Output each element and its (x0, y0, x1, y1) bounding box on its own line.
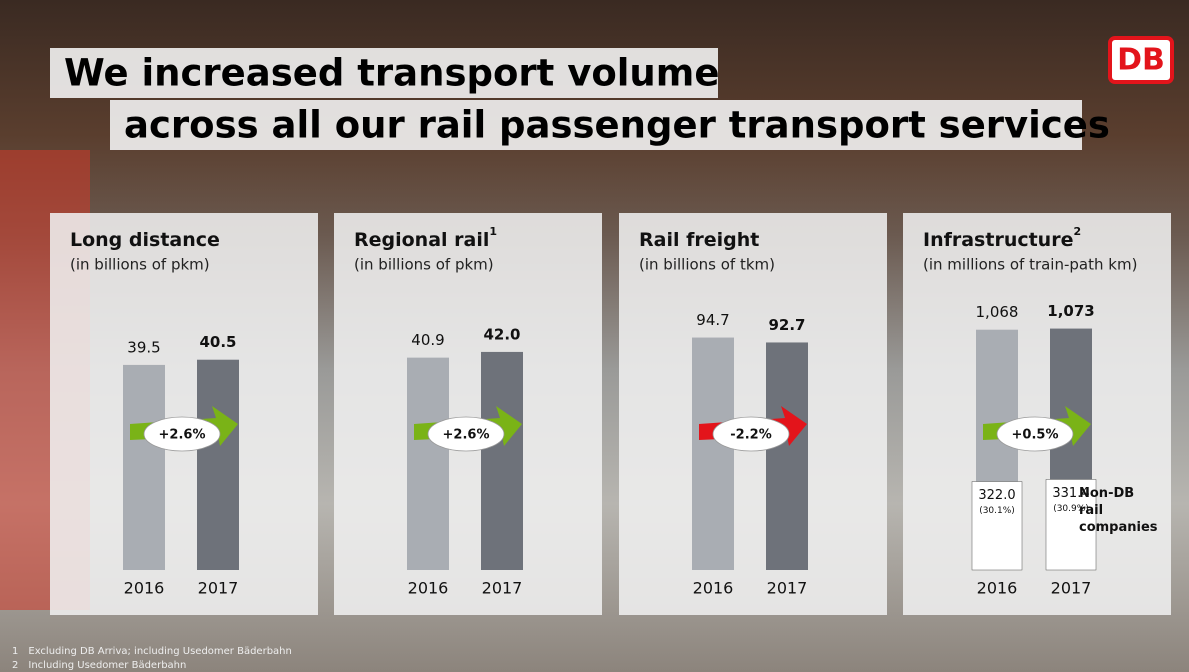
slide: We increased transport volume across all… (0, 0, 1189, 672)
chart-title-text: Infrastructure (923, 229, 1073, 251)
change-label: -2.2% (730, 428, 771, 443)
value-label: 39.5 (127, 338, 160, 356)
value-label: 1,073 (1047, 302, 1094, 320)
title-line: We increased transport volume (64, 52, 719, 95)
chart-title: Regional rail1 (354, 225, 497, 251)
logo: DB (1117, 43, 1165, 78)
x-tick-label: 2016 (124, 579, 165, 598)
footnote: 2 Including Usedomer Bäderbahn (12, 660, 186, 671)
bar (692, 338, 734, 570)
chart-subtitle: (in billions of pkm) (354, 256, 494, 274)
change-label: +0.5% (1012, 428, 1059, 443)
footnote-text: Including Usedomer Bäderbahn (28, 660, 186, 671)
bar (481, 352, 523, 570)
x-tick-label: 2017 (198, 579, 239, 598)
bar (407, 358, 449, 570)
footnote-ref: 1 (489, 225, 497, 238)
x-tick-label: 2017 (1051, 579, 1092, 598)
chart-title: Infrastructure2 (923, 225, 1081, 251)
value-label: 40.5 (199, 333, 236, 351)
change-label: +2.6% (159, 428, 206, 443)
bar (766, 342, 808, 570)
chart-title-text: Rail freight (639, 229, 759, 251)
bar (123, 365, 165, 570)
chart-subtitle: (in billions of pkm) (70, 256, 210, 274)
x-tick-label: 2016 (977, 579, 1018, 598)
chart-title-text: Long distance (70, 229, 220, 251)
x-tick-label: 2017 (767, 579, 808, 598)
footnote-ref: 2 (1073, 225, 1081, 238)
footnote-mark: 1 (12, 646, 18, 657)
chart-subtitle: (in millions of train-path km) (923, 256, 1137, 274)
value-label: 92.7 (768, 316, 805, 334)
bar (197, 360, 239, 570)
legend-entry: Non-DB rail companies (1079, 485, 1159, 536)
chart-title-text: Regional rail (354, 229, 489, 251)
legend: Non-DB rail companies (1079, 485, 1169, 545)
value-label: 40.9 (411, 331, 444, 349)
value-label: 42.0 (483, 325, 520, 343)
non-db-share: (30.1%) (979, 506, 1015, 516)
chart-subtitle: (in billions of tkm) (639, 256, 775, 274)
x-tick-label: 2016 (408, 579, 449, 598)
non-db-value: 322.0 (978, 488, 1015, 503)
footnote-mark: 2 (12, 660, 18, 671)
chart-title: Rail freight (639, 229, 759, 251)
footnote: 1 Excluding DB Arriva; including Usedomer… (12, 646, 292, 657)
x-tick-label: 2017 (482, 579, 523, 598)
value-label: 94.7 (696, 311, 729, 329)
title-line: across all our rail passenger transport … (124, 104, 1110, 147)
footnote-text: Excluding DB Arriva; including Usedomer … (28, 646, 291, 657)
value-label: 1,068 (976, 303, 1019, 321)
slide-canvas: We increased transport volume across all… (0, 0, 1189, 672)
x-tick-label: 2016 (693, 579, 734, 598)
chart-title: Long distance (70, 229, 220, 251)
change-label: +2.6% (443, 428, 490, 443)
